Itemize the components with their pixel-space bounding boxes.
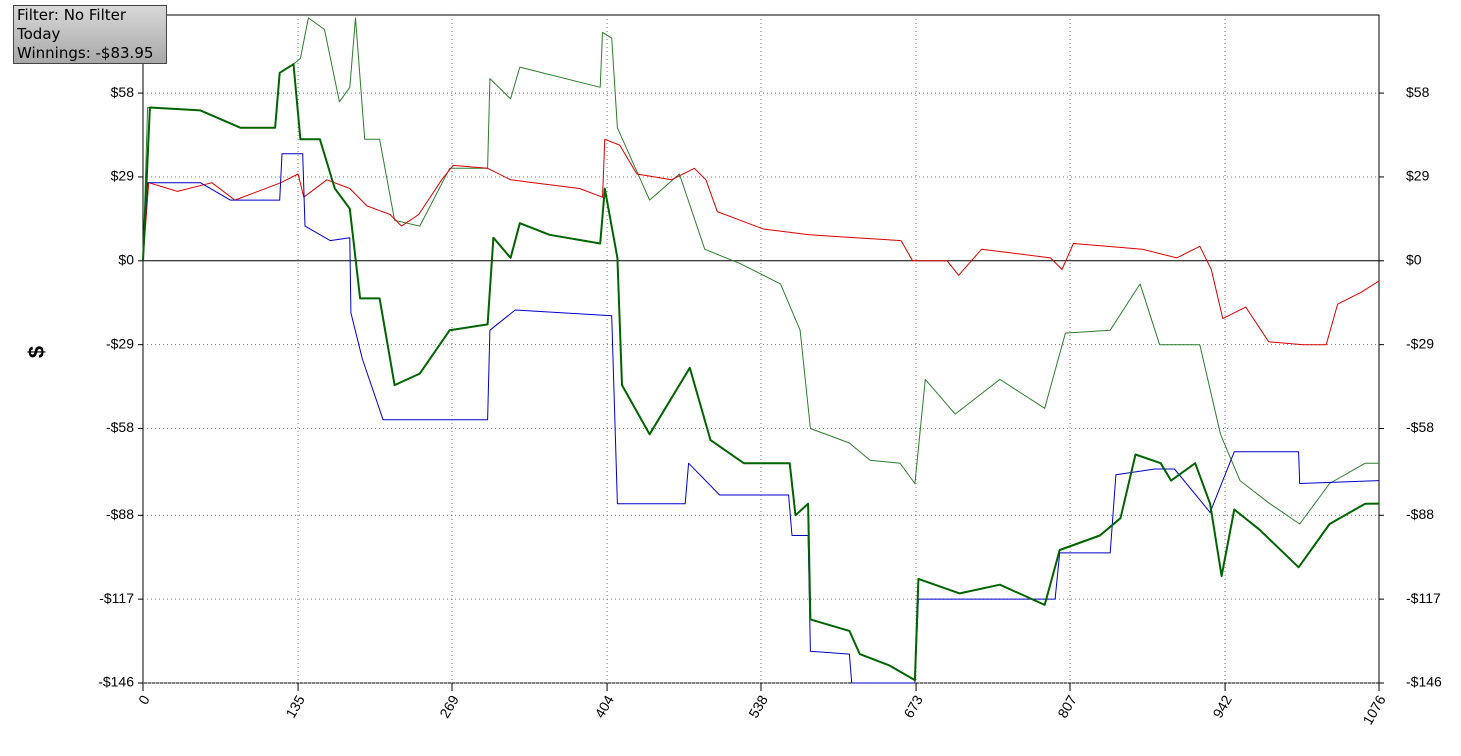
y-tick-label: $0	[118, 252, 134, 268]
filter-text: Filter: No Filter	[17, 6, 127, 24]
period-text: Today	[17, 25, 61, 43]
series-line	[142, 138, 1380, 346]
y-tick-label: -$29	[106, 335, 134, 351]
y-tick-label-right: -$146	[1406, 674, 1442, 690]
series-line	[142, 17, 1379, 525]
x-tick-label: 269	[436, 692, 462, 720]
y-tick-label-right: $58	[1406, 84, 1430, 100]
x-tick-label: 942	[1209, 692, 1235, 720]
winnings-text: Winnings: -$83.95	[17, 44, 154, 62]
info-box: Filter: No Filter Today Winnings: -$83.9…	[13, 5, 167, 64]
y-tick-label-right: $29	[1406, 168, 1430, 184]
y-tick-label-right: -$88	[1406, 506, 1434, 522]
y-tick-label-right: -$58	[1406, 419, 1434, 435]
y-tick-label: -$117	[99, 590, 134, 606]
y-tick-label: -$88	[106, 506, 134, 522]
y-tick-label: -$146	[98, 674, 134, 690]
y-tick-label: $29	[111, 168, 135, 184]
y-tick-label-right: -$29	[1406, 335, 1434, 351]
x-tick-label: 404	[591, 692, 617, 720]
y-tick-label-right: $0	[1406, 252, 1422, 268]
y-tick-label-right: -$117	[1406, 590, 1441, 606]
x-tick-label: 807	[1054, 692, 1080, 720]
y-tick-label: -$58	[106, 419, 134, 435]
y-tick-label: $58	[111, 84, 135, 100]
y-axis-label: $	[24, 346, 49, 358]
x-tick-label: 0	[135, 692, 153, 707]
series-line	[142, 153, 1380, 684]
x-tick-label: 1076	[1359, 692, 1389, 727]
x-tick-label: 135	[282, 692, 308, 720]
x-tick-label: 538	[745, 692, 771, 720]
x-tick-label: 673	[900, 692, 926, 720]
series-line	[142, 63, 1380, 682]
